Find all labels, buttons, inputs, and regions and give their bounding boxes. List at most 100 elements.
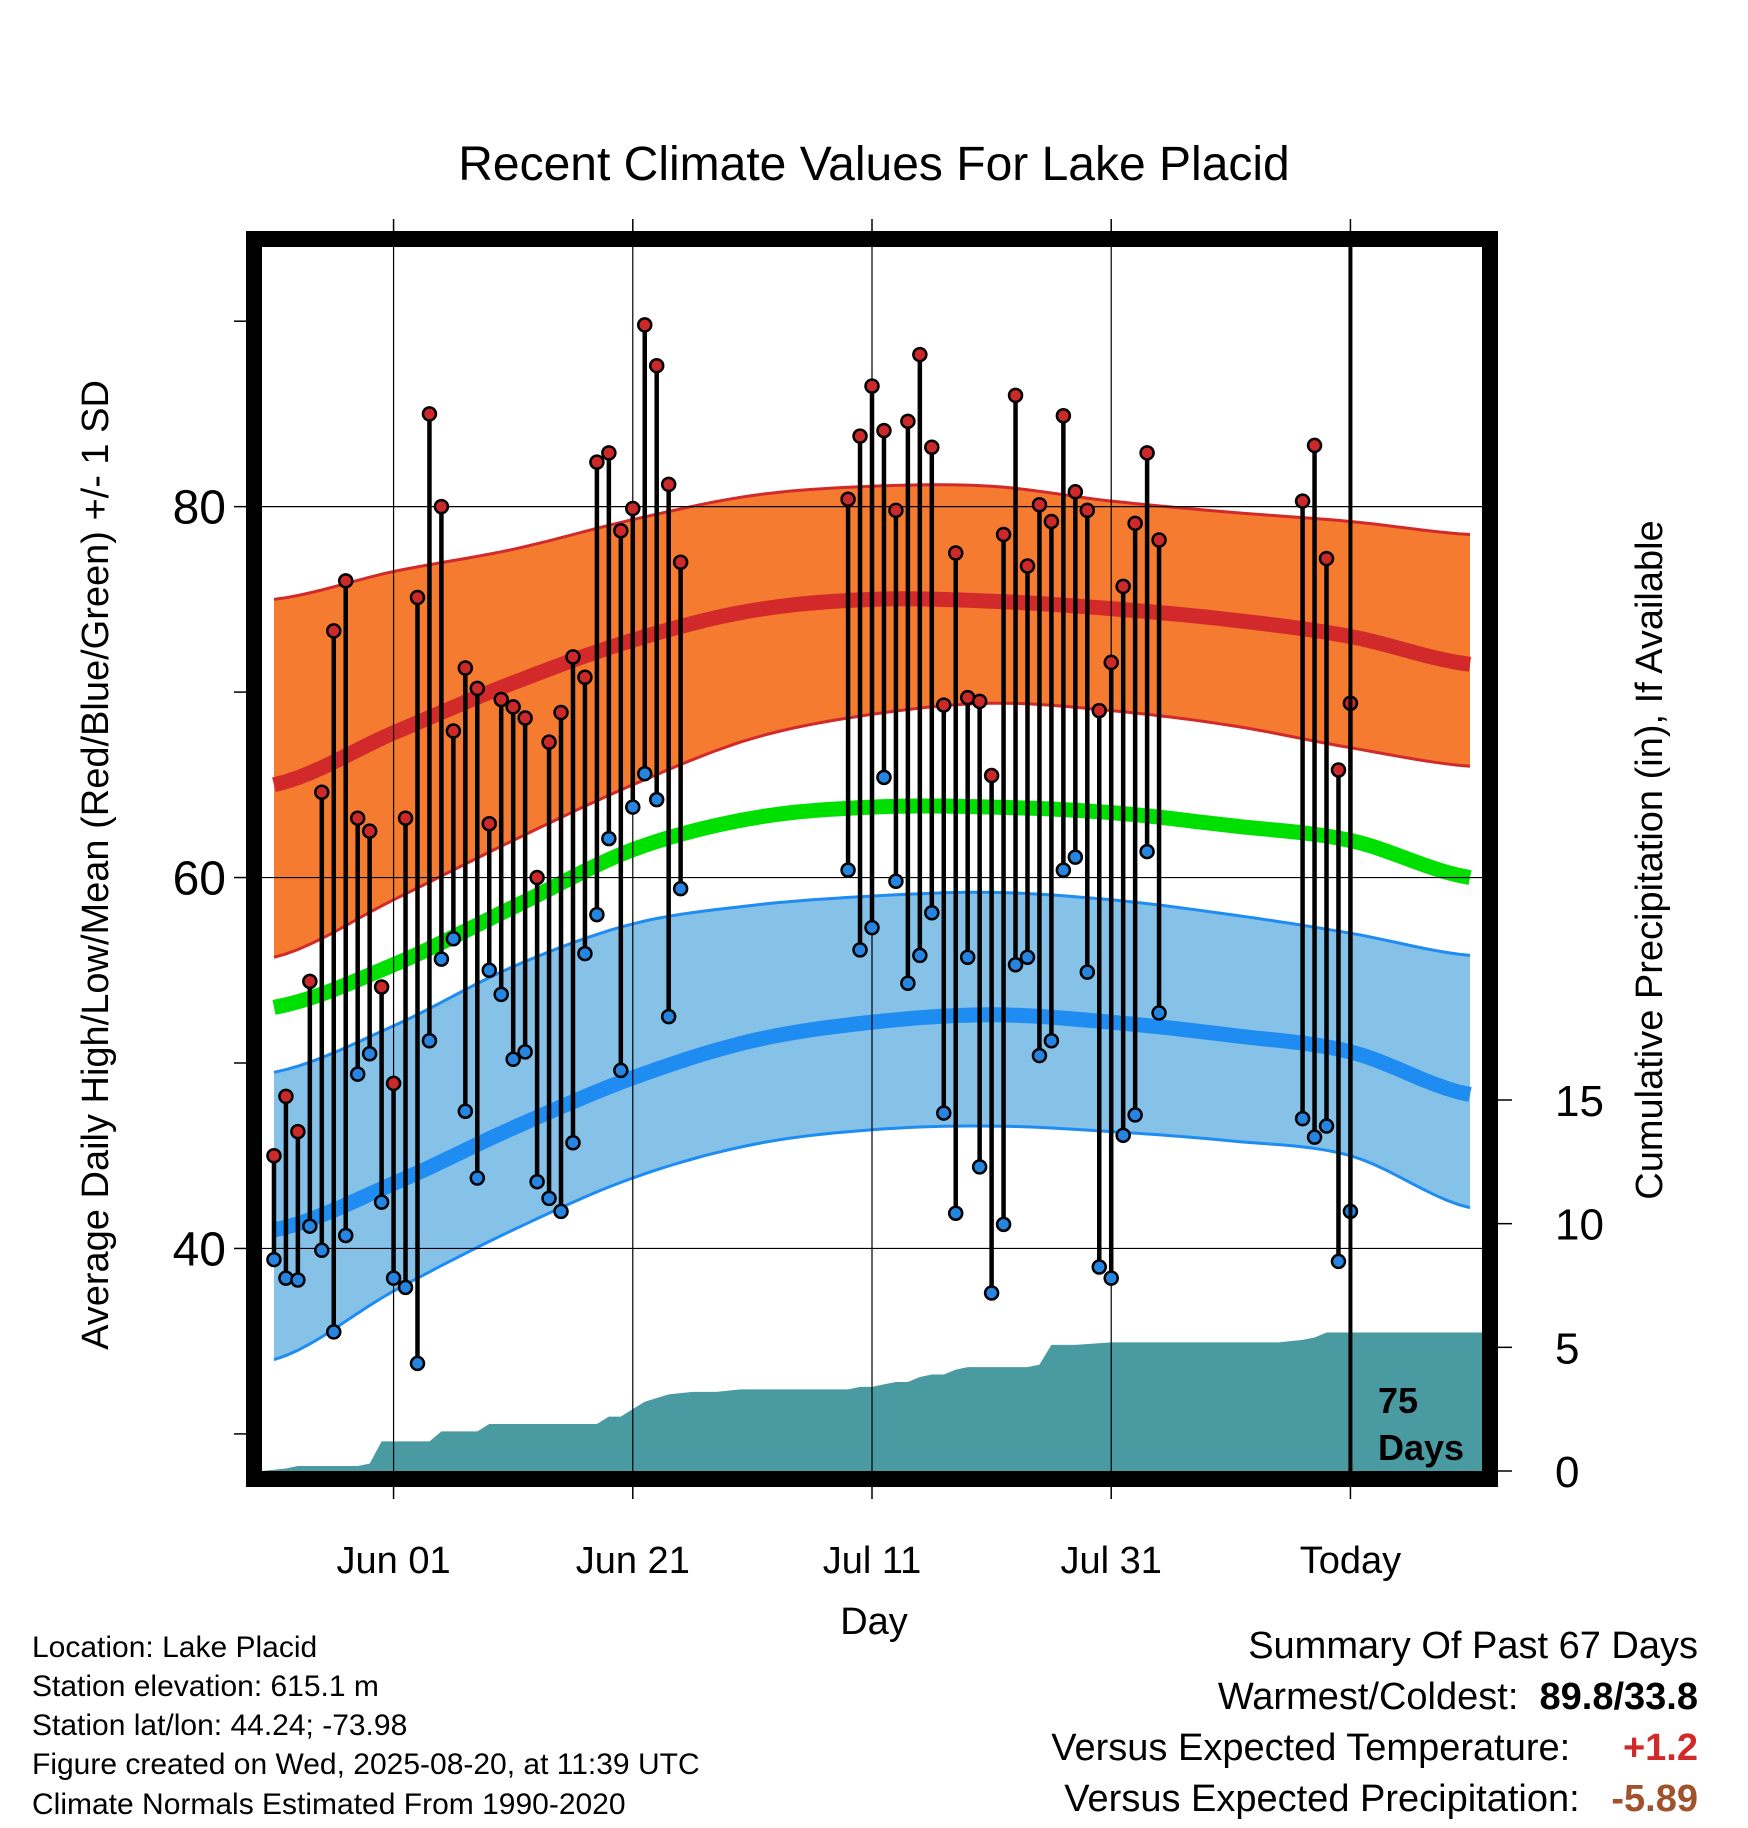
daily-low-point bbox=[1067, 849, 1084, 865]
today-days-count: 75 bbox=[1378, 1380, 1418, 1421]
daily-high-point bbox=[924, 439, 940, 456]
daily-temperature-bars bbox=[266, 317, 1359, 1372]
daily-low-point bbox=[1091, 1259, 1108, 1275]
daily-low-point bbox=[912, 947, 928, 964]
daily-low-point bbox=[517, 1044, 533, 1060]
daily-high-point bbox=[601, 445, 617, 461]
daily-high-point bbox=[936, 697, 952, 713]
daily-high-point bbox=[314, 784, 330, 800]
daily-low-point bbox=[1019, 949, 1036, 966]
daily-low-point bbox=[266, 1251, 282, 1268]
elevation-text: Station elevation: 615.1 m bbox=[32, 1670, 379, 1703]
normals-source-text: Climate Normals Estimated From 1990-2020 bbox=[32, 1788, 626, 1821]
daily-low-point bbox=[565, 1134, 581, 1151]
daily-low-point bbox=[290, 1272, 306, 1288]
daily-high-point bbox=[553, 704, 569, 721]
daily-low-point bbox=[397, 1279, 414, 1296]
daily-high-point bbox=[1318, 550, 1335, 567]
daily-high-point bbox=[876, 422, 892, 439]
daily-low-point bbox=[947, 1205, 964, 1221]
daily-high-point bbox=[517, 710, 533, 726]
daily-high-point bbox=[565, 649, 581, 665]
y-tick-label: 40 bbox=[173, 1223, 226, 1276]
daily-high-point bbox=[373, 979, 390, 995]
daily-high-point bbox=[493, 691, 509, 708]
daily-low-point bbox=[326, 1324, 342, 1340]
daily-low-point bbox=[373, 1194, 390, 1210]
plot-frame bbox=[246, 231, 1498, 1487]
daily-low-point bbox=[433, 951, 450, 967]
daily-high-point bbox=[290, 1123, 306, 1140]
daily-high-point bbox=[912, 346, 928, 363]
daily-low-point bbox=[361, 1045, 378, 1062]
warm-cold-label: Warmest/Coldest: bbox=[1217, 1676, 1519, 1718]
daily-high-point bbox=[1139, 445, 1155, 461]
precip-tick-label: 5 bbox=[1555, 1324, 1579, 1373]
daily-low-point bbox=[553, 1203, 569, 1220]
daily-high-point bbox=[947, 545, 964, 561]
daily-high-point bbox=[409, 589, 426, 606]
daily-high-point bbox=[672, 554, 689, 571]
daily-high-point bbox=[900, 413, 916, 430]
axes: Jun 01 Jun 21 Jul 11 Jul 31 Today 40 60 80 0 5 10 1… bbox=[173, 219, 1604, 1582]
temp-value: +1.2 bbox=[1622, 1727, 1698, 1769]
daily-low-point bbox=[1294, 1110, 1311, 1127]
x-tick-label: Jun 21 bbox=[576, 1540, 690, 1582]
precip-label: Versus Expected Precipitation: bbox=[1064, 1778, 1580, 1820]
daily-low-point bbox=[936, 1105, 952, 1121]
daily-high-point bbox=[864, 378, 880, 394]
daily-high-point bbox=[529, 869, 545, 886]
daily-high-point bbox=[445, 723, 462, 739]
daily-high-point bbox=[660, 476, 677, 493]
daily-high-point bbox=[840, 491, 856, 507]
daily-low-point bbox=[1306, 1129, 1323, 1145]
daily-high-point bbox=[469, 680, 486, 697]
y-axis-left-label: Average Daily High/Low/Mean (Red/Blue/Gr… bbox=[75, 380, 117, 1350]
temp-label: Versus Expected Temperature: bbox=[1051, 1727, 1571, 1769]
precip-tick-label: 0 bbox=[1555, 1448, 1579, 1497]
daily-low-point bbox=[421, 1032, 438, 1049]
daily-high-point bbox=[1151, 532, 1167, 548]
daily-high-point bbox=[541, 734, 557, 750]
daily-low-point bbox=[1330, 1253, 1347, 1270]
daily-low-point bbox=[1139, 843, 1155, 860]
daily-low-point bbox=[900, 975, 916, 992]
daily-high-point bbox=[613, 522, 629, 539]
daily-high-point bbox=[1103, 654, 1119, 671]
daily-high-point bbox=[385, 1075, 402, 1092]
daily-high-point bbox=[888, 502, 904, 519]
daily-low-point bbox=[457, 1103, 474, 1119]
daily-low-point bbox=[1151, 1005, 1167, 1021]
daily-high-point bbox=[278, 1088, 294, 1105]
daily-high-point bbox=[302, 973, 318, 990]
daily-high-point bbox=[1091, 702, 1108, 719]
x-tick-label: Jul 11 bbox=[823, 1540, 922, 1582]
y-tick-label: 60 bbox=[173, 853, 226, 906]
daily-low-point bbox=[481, 962, 498, 979]
daily-high-point bbox=[457, 660, 474, 676]
high-sd-band bbox=[274, 484, 1470, 958]
warm-cold-value: 89.8/33.8 bbox=[1539, 1676, 1698, 1718]
daily-low-point bbox=[529, 1173, 545, 1190]
daily-low-point bbox=[1115, 1127, 1131, 1144]
summary-heading: Summary Of Past 67 Days bbox=[1248, 1625, 1698, 1667]
y-tick-label: 80 bbox=[173, 482, 226, 535]
daily-high-point bbox=[1019, 558, 1036, 574]
y-axis-right-label: Cumulative Precipitation (in), If Availa… bbox=[1629, 520, 1671, 1199]
daily-high-point bbox=[1007, 387, 1024, 404]
daily-low-point bbox=[349, 1066, 366, 1082]
summary-precip: Versus Expected Precipitation: -5.89 bbox=[1064, 1779, 1698, 1819]
daily-high-point bbox=[971, 693, 988, 710]
daily-high-point bbox=[636, 317, 653, 333]
daily-high-point bbox=[852, 428, 868, 444]
daily-high-point bbox=[421, 406, 438, 422]
x-tick-label: Jun 01 bbox=[337, 1540, 451, 1582]
daily-low-point bbox=[1031, 1047, 1048, 1064]
daily-high-point bbox=[983, 767, 1000, 784]
daily-low-point bbox=[1055, 862, 1072, 878]
daily-low-point bbox=[1318, 1118, 1335, 1134]
daily-low-point bbox=[876, 769, 892, 786]
precip-tick-label: 15 bbox=[1555, 1077, 1604, 1126]
daily-low-point bbox=[1007, 956, 1024, 973]
